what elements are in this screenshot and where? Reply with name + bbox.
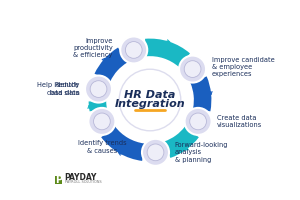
- Wedge shape: [164, 127, 199, 158]
- Text: HR Data: HR Data: [124, 90, 176, 100]
- Text: Improve candidate
& employee
experiences: Improve candidate & employee experiences: [212, 57, 274, 77]
- Text: Improve
productivity
& efficiency: Improve productivity & efficiency: [73, 38, 113, 58]
- Circle shape: [94, 113, 110, 130]
- Circle shape: [119, 69, 181, 131]
- Wedge shape: [94, 48, 127, 81]
- Text: PAYROLL SOLUTIONS: PAYROLL SOLUTIONS: [64, 180, 101, 184]
- Circle shape: [142, 139, 169, 166]
- Text: Forward-looking
analysis
& planning: Forward-looking analysis & planning: [175, 142, 228, 163]
- Circle shape: [147, 144, 164, 161]
- Text: P: P: [55, 175, 62, 185]
- Wedge shape: [145, 39, 190, 67]
- Wedge shape: [88, 101, 107, 111]
- Circle shape: [184, 61, 201, 77]
- Wedge shape: [101, 127, 144, 161]
- Circle shape: [88, 108, 116, 135]
- Text: Identify trends
& causes: Identify trends & causes: [78, 140, 126, 154]
- Circle shape: [125, 42, 142, 58]
- Text: Reduce
data silos: Reduce data silos: [47, 82, 80, 96]
- Circle shape: [120, 36, 147, 63]
- Bar: [55, 176, 62, 184]
- Circle shape: [190, 113, 206, 130]
- Text: PAYDAY: PAYDAY: [64, 173, 97, 182]
- Circle shape: [85, 76, 112, 103]
- Text: Help identify
bad data: Help identify bad data: [37, 82, 80, 96]
- Text: Integration: Integration: [115, 99, 185, 109]
- Circle shape: [90, 81, 107, 97]
- Circle shape: [184, 108, 212, 135]
- Text: Create data
visualizations: Create data visualizations: [217, 115, 262, 128]
- Wedge shape: [190, 76, 212, 111]
- Circle shape: [179, 56, 206, 83]
